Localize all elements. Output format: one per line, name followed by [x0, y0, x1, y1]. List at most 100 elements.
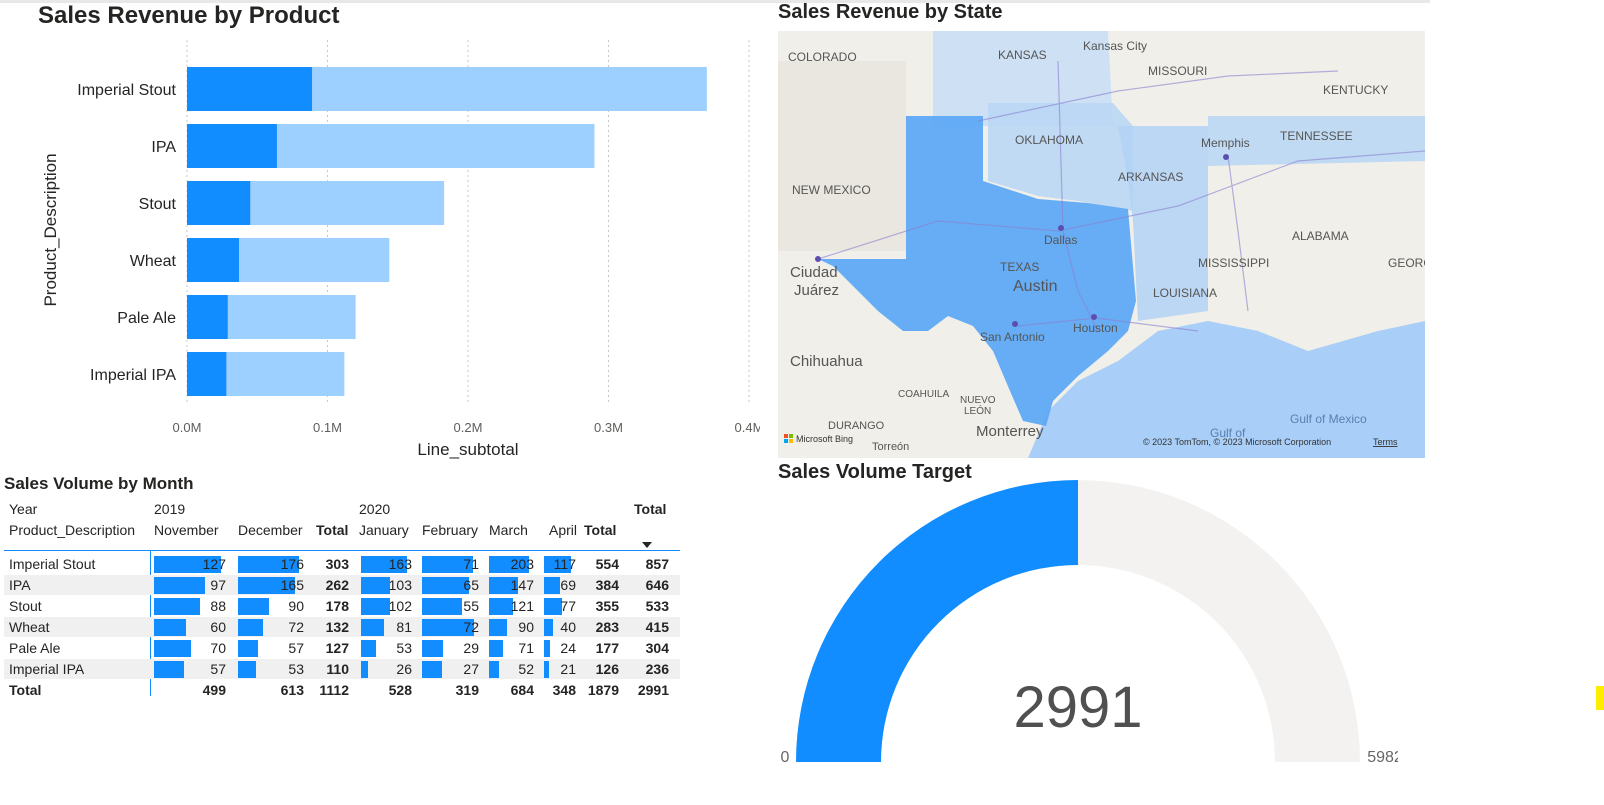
- matrix-cell: 127: [202, 556, 226, 572]
- matrix-cell: 178: [325, 598, 349, 614]
- matrix-header-month[interactable]: December: [238, 522, 303, 538]
- matrix-cell: 303: [325, 556, 349, 572]
- matrix-header-month[interactable]: Total: [584, 522, 617, 538]
- matrix-cell: 2991: [637, 682, 669, 698]
- matrix-data-bar: [361, 556, 407, 573]
- matrix-header-year: Year: [9, 501, 38, 517]
- bar-highlight-imperial-stout[interactable]: [187, 67, 313, 111]
- map-copyright: © 2023 TomTom, © 2023 Microsoft Corporat…: [1143, 437, 1331, 447]
- matrix-row[interactable]: Stout 88 90 178 102 55 121 77 355 533: [4, 596, 680, 616]
- matrix-cell: 70: [210, 640, 226, 656]
- matrix-data-bar: [238, 619, 263, 636]
- matrix-cell: 127: [325, 640, 349, 656]
- matrix-data-bar: [422, 577, 469, 594]
- svg-text:Microsoft Bing: Microsoft Bing: [796, 434, 853, 444]
- sales-volume-gauge[interactable]: 2991 0 5982: [778, 480, 1398, 780]
- matrix-cell: 163: [388, 556, 412, 572]
- bar-chart-tick-label: 0.2M: [454, 420, 483, 435]
- matrix-row[interactable]: Wheat 60 72 132 81 72 90 40 283 415: [4, 617, 680, 637]
- matrix-cell: 203: [510, 556, 534, 572]
- matrix-cell: 97: [210, 577, 226, 593]
- matrix-data-bar: [154, 661, 185, 678]
- map-title: Sales Revenue by State: [778, 1, 1003, 23]
- matrix-row[interactable]: Imperial IPA 57 53 110 26 27 52 21 126 236: [4, 659, 680, 679]
- matrix-header-product: Product_Description: [9, 522, 136, 538]
- matrix-cell: 1112: [319, 682, 349, 698]
- matrix-data-bar: [238, 598, 270, 615]
- map-roads: [817, 60, 1425, 332]
- bar-highlight-stout[interactable]: [187, 181, 251, 225]
- matrix-cell: 103: [388, 577, 412, 593]
- matrix-data-bar: [422, 661, 442, 678]
- matrix-data-bar: [361, 640, 376, 657]
- matrix-cell: 613: [280, 682, 304, 698]
- matrix-data-bar: [422, 640, 443, 657]
- map-terms-link[interactable]: Terms: [1373, 437, 1398, 447]
- bar-chart-tick-label: 0.4M: [735, 420, 760, 435]
- matrix-header-month[interactable]: Total: [316, 522, 349, 538]
- matrix-cell: 24: [560, 640, 576, 656]
- matrix-header-total[interactable]: Total: [634, 501, 667, 517]
- bar-highlight-ipa[interactable]: [187, 124, 277, 168]
- matrix-cell: 384: [595, 577, 619, 593]
- bar-chart[interactable]: Imperial Stout IPA Stout Wheat Pale Ale Imper…: [0, 30, 760, 470]
- state-arkansas-louisiana: [1118, 126, 1208, 321]
- bar-category-label: IPA: [151, 139, 176, 156]
- matrix-cell: 21: [560, 661, 576, 677]
- state-new-mexico: [778, 61, 906, 251]
- matrix-header-month[interactable]: January: [359, 522, 409, 538]
- matrix-data-bar: [422, 556, 474, 573]
- matrix-data-bar: [154, 640, 191, 657]
- matrix-data-bar: [361, 619, 384, 636]
- matrix-row[interactable]: Pale Ale 70 57 127 53 29 71 24 177 304: [4, 638, 680, 658]
- matrix-header-divider: [4, 550, 680, 551]
- matrix-row-label: IPA: [9, 577, 31, 593]
- matrix-header-month[interactable]: April: [549, 522, 578, 538]
- state-tennessee: [1208, 116, 1425, 166]
- matrix-row-label: Wheat: [9, 619, 50, 635]
- bar-chart-category-labels: Imperial Stout IPA Stout Wheat Pale Ale Imper…: [77, 82, 176, 384]
- matrix-header-month[interactable]: November: [154, 522, 219, 538]
- matrix-row-label: Imperial IPA: [9, 661, 85, 677]
- bar-chart-tick-label: 0.1M: [313, 420, 342, 435]
- label-gulf-of-mexico: Gulf of Mexico: [1290, 412, 1367, 426]
- matrix-data-bar: [361, 598, 390, 615]
- sales-volume-matrix[interactable]: Year 2019 2020 Total Product_Description…: [4, 500, 680, 710]
- matrix-total-row[interactable]: Total 499 613 1112 528 319 684 348 1879 2991: [4, 680, 680, 700]
- bar-chart-title: Sales Revenue by Product: [38, 2, 340, 29]
- sales-map[interactable]: COLORADO KANSAS Kansas City MISSOURI KEN…: [778, 31, 1425, 458]
- label-kansas: KANSAS: [998, 48, 1047, 62]
- matrix-data-bar: [422, 619, 474, 636]
- gauge-title: Sales Volume Target: [778, 461, 972, 483]
- matrix-cell: 29: [463, 640, 479, 656]
- bar-highlight-pale-ale[interactable]: [187, 295, 228, 339]
- matrix-cell: 132: [325, 619, 349, 635]
- label-tennessee: TENNESSEE: [1280, 129, 1353, 143]
- matrix-cell: 102: [388, 598, 412, 614]
- matrix-data-bar: [154, 619, 186, 636]
- matrix-cell: 53: [396, 640, 412, 656]
- bar-highlight-wheat[interactable]: [187, 238, 239, 282]
- matrix-cell: 554: [595, 556, 619, 572]
- matrix-header-2020[interactable]: 2020: [359, 501, 391, 517]
- label-juarez: Juárez: [794, 282, 839, 299]
- matrix-header-month[interactable]: February: [422, 522, 479, 538]
- matrix-cell: 69: [560, 577, 576, 593]
- label-oklahoma: OKLAHOMA: [1015, 133, 1083, 147]
- matrix-row[interactable]: IPA 97 165 262 103 65 147 69 384 646: [4, 575, 680, 595]
- matrix-cell: 283: [595, 619, 619, 635]
- matrix-header-2019[interactable]: 2019: [154, 501, 186, 517]
- matrix-row[interactable]: Imperial Stout 127 176 303 163 71 203 117 554 857: [4, 554, 680, 574]
- matrix-cell: 319: [455, 682, 479, 698]
- label-ciudad: Ciudad: [790, 264, 838, 281]
- state-texas[interactable]: [818, 116, 1136, 426]
- matrix-data-bar: [489, 661, 500, 678]
- sort-descending-icon[interactable]: [641, 541, 653, 549]
- matrix-data-bar: [544, 577, 560, 594]
- matrix-cell: 71: [463, 556, 479, 572]
- bar-highlight-imperial-ipa[interactable]: [187, 352, 227, 396]
- matrix-cell: 72: [288, 619, 304, 635]
- matrix-header-month[interactable]: March: [489, 522, 528, 538]
- matrix-cell: 348: [552, 682, 576, 698]
- label-louisiana: LOUISIANA: [1153, 286, 1217, 300]
